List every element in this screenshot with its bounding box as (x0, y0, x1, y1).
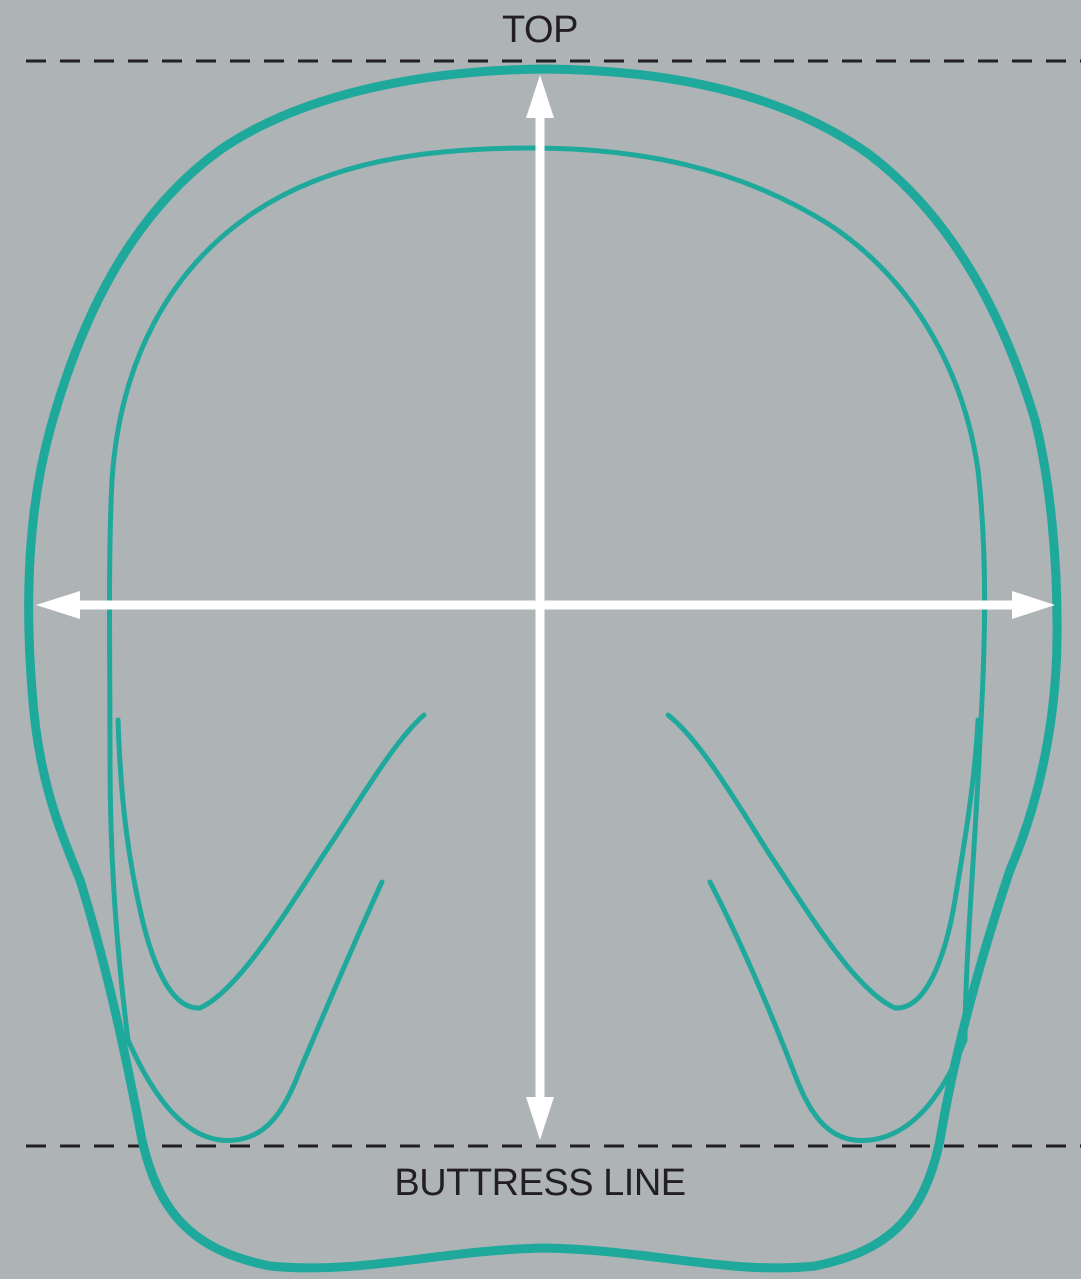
length-arrowhead-bottom (526, 1097, 554, 1140)
width-arrowhead-left (36, 591, 80, 619)
length-arrowhead-top (526, 75, 554, 118)
top-label: TOP (502, 9, 578, 51)
frog-right-line (665, 712, 981, 1011)
buttress-line-label: BUTTRESS LINE (394, 1162, 685, 1204)
hoof-sole-inner-left (107, 145, 988, 1043)
frog-left-line (115, 712, 427, 1011)
hoof-outer-wall (24, 64, 1062, 1273)
width-arrowhead-right (1012, 591, 1055, 619)
hoof-sole-line-right (707, 879, 968, 1144)
hoof-sole-line (125, 879, 385, 1143)
